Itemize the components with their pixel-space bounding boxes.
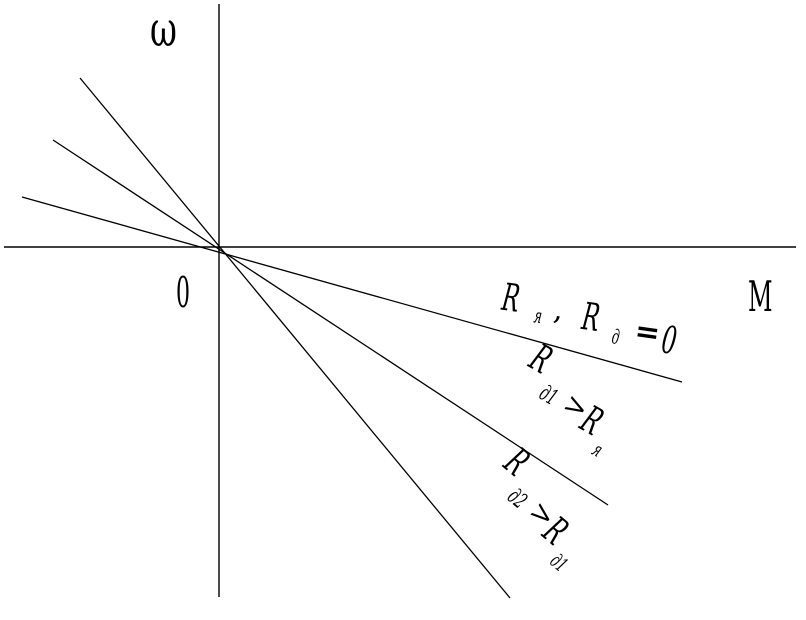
line-rd1 — [52, 139, 609, 506]
omega-axis-label: ω — [150, 2, 177, 58]
label-natural: R я , R д = 0 — [499, 276, 680, 364]
label-natural-r1: R — [499, 276, 523, 322]
label-rd1-s2: я — [588, 438, 606, 462]
line-natural — [21, 196, 683, 383]
label-natural-sep: , — [552, 292, 566, 328]
label-rd1-r1: R — [522, 336, 559, 383]
origin-label: 0 — [176, 268, 190, 317]
label-natural-r2: R — [579, 295, 603, 341]
label-rd1-s1: д1 — [535, 381, 562, 411]
label-natural-eq: = — [632, 314, 662, 352]
label-rd2-s2: д1 — [546, 549, 572, 576]
label-natural-rhs: 0 — [659, 318, 679, 363]
label-natural-s1: я — [532, 304, 543, 328]
m-axis-label: M — [748, 273, 773, 322]
line-rd2 — [79, 77, 511, 599]
label-natural-s2: д — [610, 325, 621, 349]
label-rd2-s1: д2 — [502, 484, 531, 514]
label-rd2-r1: R — [495, 440, 537, 485]
